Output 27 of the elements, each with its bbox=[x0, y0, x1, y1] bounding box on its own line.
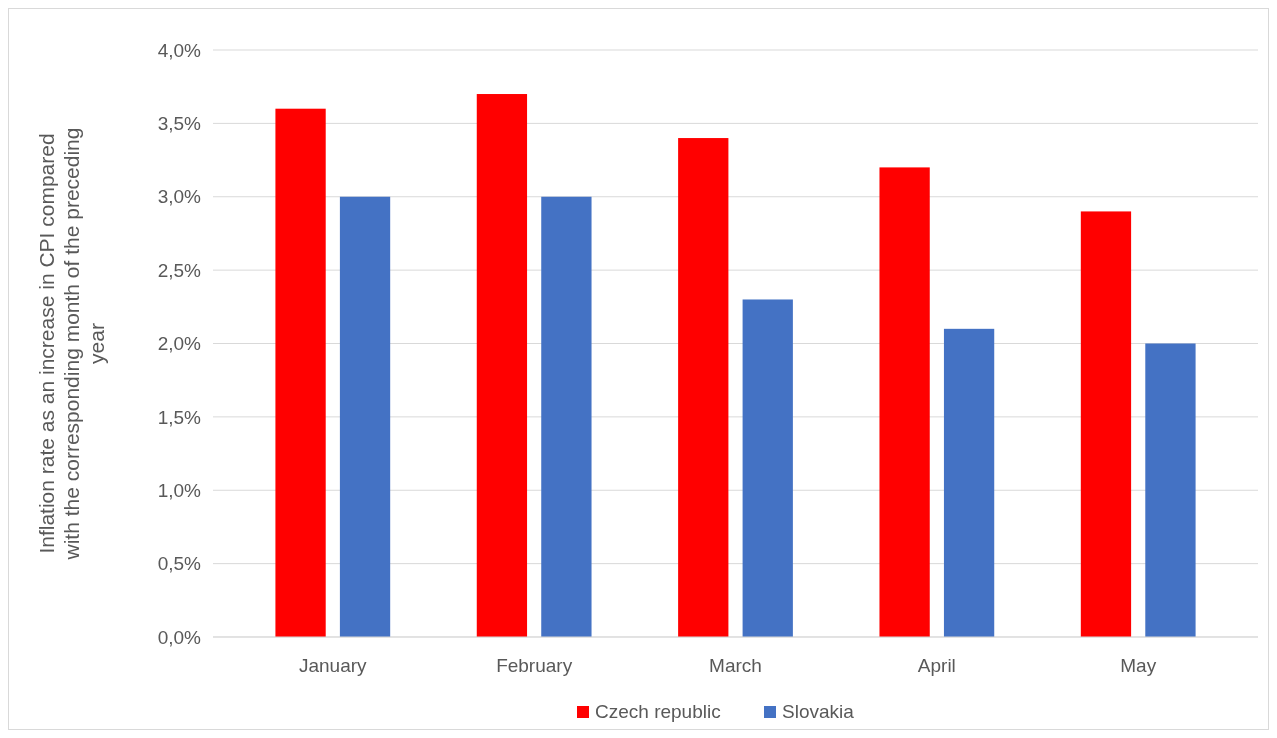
bar bbox=[339, 196, 391, 637]
bar bbox=[476, 94, 528, 637]
y-tick-label: 0,0% bbox=[157, 626, 202, 648]
bar bbox=[879, 167, 930, 637]
bar bbox=[943, 328, 995, 637]
y-tick-label: 4,0% bbox=[157, 39, 202, 61]
y-tick-label: 2,5% bbox=[157, 259, 202, 281]
bar bbox=[742, 299, 793, 637]
bar bbox=[541, 196, 592, 637]
bar bbox=[1080, 211, 1132, 637]
x-tick-label: January bbox=[299, 655, 368, 676]
x-tick-label: March bbox=[709, 655, 762, 676]
y-tick-label: 1,5% bbox=[157, 406, 202, 428]
y-axis-title: Inflation rate as an increase in CPI compared with the corresponding month of the preceding year bbox=[35, 127, 108, 561]
bar bbox=[678, 138, 729, 637]
y-tick-label: 1,0% bbox=[157, 479, 202, 501]
x-tick-label: May bbox=[1120, 655, 1157, 676]
y-tick-label: 2,0% bbox=[157, 333, 202, 355]
x-tick-label: April bbox=[917, 655, 956, 676]
y-tick-label: 0,5% bbox=[157, 553, 202, 575]
bar bbox=[1145, 343, 1196, 637]
y-tick-label: 3,0% bbox=[157, 186, 202, 208]
y-tick-label: 3,5% bbox=[157, 113, 202, 135]
x-tick-label: February bbox=[496, 655, 573, 676]
bar bbox=[275, 108, 326, 637]
legend-label: Czech republic bbox=[595, 701, 721, 722]
legend-label: Slovakia bbox=[782, 701, 855, 722]
